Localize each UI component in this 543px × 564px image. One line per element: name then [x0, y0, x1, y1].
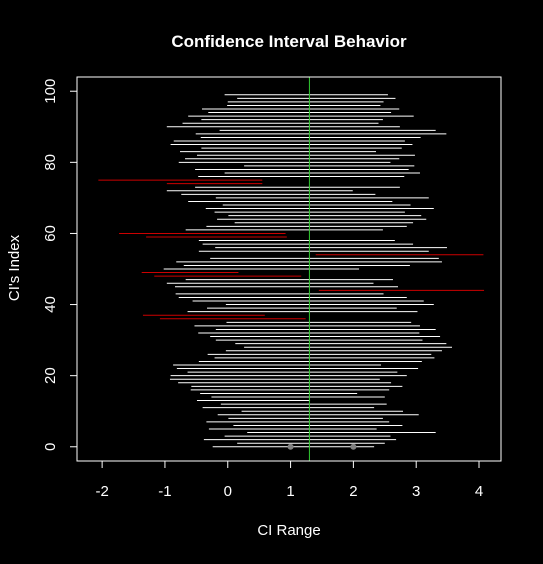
y-axis: 0 20 40 60 80 100 [42, 79, 77, 451]
x-tick-label: 0 [224, 483, 232, 500]
x-tick-label: 2 [349, 483, 357, 500]
x-axis-label: CI Range [257, 522, 320, 539]
y-tick-label: 40 [42, 296, 59, 313]
plot-frame [76, 76, 502, 462]
endpoint-marker [350, 443, 357, 450]
endpoint-marker [287, 443, 294, 450]
y-tick-label: 80 [42, 154, 59, 171]
x-tick-label: -2 [95, 483, 108, 500]
interval-layer [98, 94, 485, 448]
chart-title: Confidence Interval Behavior [171, 32, 407, 51]
y-tick-label: 60 [42, 225, 59, 242]
x-tick-label: 1 [286, 483, 294, 500]
x-tick-label: 4 [475, 483, 483, 500]
y-tick-label: 100 [42, 79, 59, 104]
x-axis: -2 -1 0 1 2 3 4 [95, 461, 483, 500]
x-tick-label: -1 [158, 483, 171, 500]
y-tick-label: 20 [42, 367, 59, 384]
y-tick-label: 0 [42, 443, 59, 451]
marker-layer [287, 443, 357, 450]
x-tick-label: 3 [412, 483, 420, 500]
y-axis-label: CI's Index [6, 234, 23, 301]
